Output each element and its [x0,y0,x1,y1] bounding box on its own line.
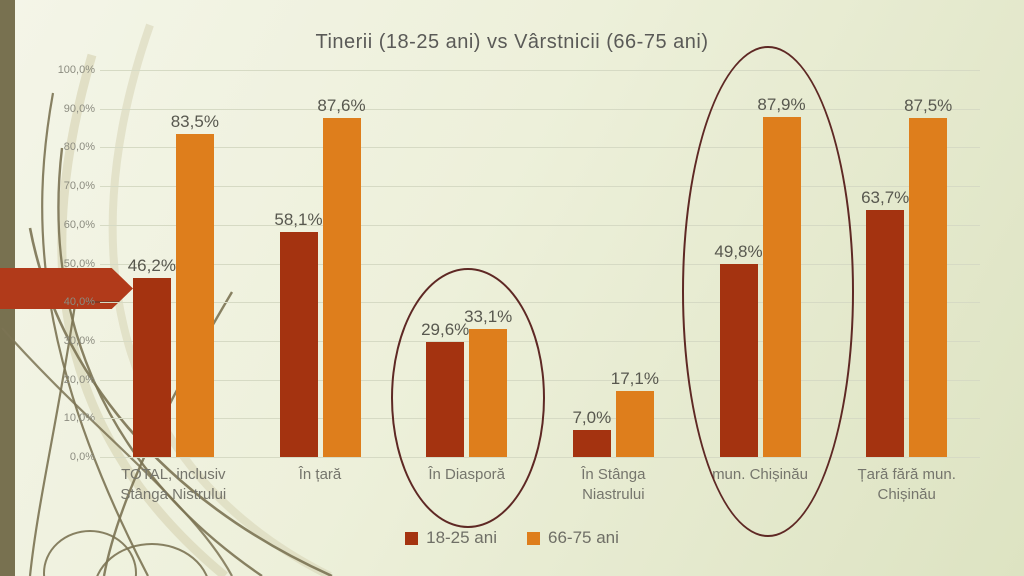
bar-wrap: 49,8% [714,242,763,457]
data-label: 63,7% [861,188,910,208]
category-label: În Stânga Niastrului [581,466,646,504]
data-label: 58,1% [274,210,323,230]
category-label: Țară fără mun. Chișinău [857,466,956,504]
bar-66-75-ani [762,116,801,457]
bar-pair: 49,8% 87,9% [687,70,834,457]
bar-18-25-ani [426,342,465,457]
bar-group: 49,8% 87,9% mun. Chișinău [687,70,834,483]
data-label: 7,0% [572,407,612,427]
legend-item: 66-75 ani [527,528,619,548]
bar-wrap: 87,9% [757,95,806,457]
bar-wrap: 87,6% [317,96,366,457]
bar-18-25-ani [132,278,171,457]
data-label: 87,5% [904,96,953,116]
bar-wrap: 87,5% [904,96,952,457]
legend-label: 66-75 ani [548,528,619,547]
data-label: 33,1% [464,306,513,326]
bar-groups: 46,2% 83,5% TOTAL, inclusiv Stânga Nistrul… [100,70,980,503]
bar-66-75-ani [175,133,214,457]
gridline [100,224,980,226]
y-axis-tick-labels: 100,0% 90,0% 80,0% 70,0% 60,0% 50,0% 40,0% 30,0… [0,64,95,463]
chart-legend: 18-25 ani 66-75 ani [0,528,1024,548]
bar-wrap: 46,2% [128,256,176,457]
bar-wrap: 33,1% [464,307,512,457]
bar-18-25-ani [866,210,905,457]
gridline [100,263,980,265]
gridline [100,147,980,149]
category-label: În țară [298,466,342,483]
bar-66-75-ani [322,118,361,457]
bar-18-25-ani [572,429,611,457]
category-label: TOTAL, inclusiv Stânga Nistrului [120,466,227,504]
bar-66-75-ani [909,118,948,457]
bar-group: 63,7% 87,5% Țară fără mun. Chișinău [833,70,980,503]
bar-18-25-ani [719,264,758,457]
bar-group: 46,2% 83,5% TOTAL, inclusiv Stânga Nistrul… [100,70,247,503]
y-axis-tick-label: 40,0% [63,296,95,309]
data-label: 29,6% [421,320,470,340]
y-axis-tick-label: 90,0% [63,102,95,115]
y-axis-tick-label: 80,0% [63,141,95,154]
y-axis-tick-label: 70,0% [63,180,95,193]
y-axis-tick-label: 20,0% [63,373,95,386]
y-axis-tick-label: 60,0% [63,218,95,231]
gridline-layer [100,70,980,458]
bar-wrap: 7,0% [572,408,611,457]
bar-66-75-ani [615,390,654,457]
y-axis-tick-label: 30,0% [63,334,95,347]
bar-wrap: 29,6% [421,320,469,457]
legend-swatch [405,531,419,545]
y-axis-tick-label: 0,0% [69,451,95,463]
bar-wrap: 17,1% [611,369,659,457]
bar-wrap: 58,1% [274,210,323,457]
bar-pair: 58,1% 87,6% [247,70,394,457]
bar-wrap: 63,7% [861,188,909,457]
gridline [100,186,980,188]
bar-group: 58,1% 87,6% În țară [247,70,394,483]
bar-wrap: 83,5% [171,112,219,457]
y-axis-tick-label: 50,0% [63,257,95,270]
bar-pair: 29,6% 33,1% [393,70,540,457]
legend-swatch [527,531,540,545]
gridline [100,418,980,420]
gridline [100,70,980,71]
bar-66-75-ani [469,328,508,457]
bar-pair: 63,7% 87,5% [833,70,980,457]
category-label: În Diasporă [428,466,506,483]
data-label: 87,9% [757,94,806,114]
gridline [100,340,980,342]
data-label: 49,8% [714,242,763,262]
legend-label: 18-25 ani [426,528,497,547]
bar-group: 7,0% 17,1% În Stânga Niastrului [540,70,687,503]
data-label: 17,1% [610,368,659,388]
y-axis-tick-label: 100,0% [57,64,95,76]
data-label: 46,2% [127,256,176,276]
data-label: 83,5% [170,111,219,131]
gridline [100,108,980,110]
gridline [100,457,980,458]
bar-pair: 46,2% 83,5% [100,70,247,457]
chart-title: Tinerii (18-25 ani) vs Vârstnicii (66-75… [315,31,709,53]
bar-pair: 7,0% 17,1% [540,70,687,457]
bar-group: 29,6% 33,1% În Diasporă [393,70,540,483]
gridline [100,302,980,304]
category-label: mun. Chișinău [712,466,808,483]
legend-item: 18-25 ani [405,528,497,548]
data-label: 87,6% [317,96,366,115]
gridline [100,379,980,381]
bar-18-25-ani [279,232,318,457]
y-axis-tick-label: 10,0% [63,412,95,425]
